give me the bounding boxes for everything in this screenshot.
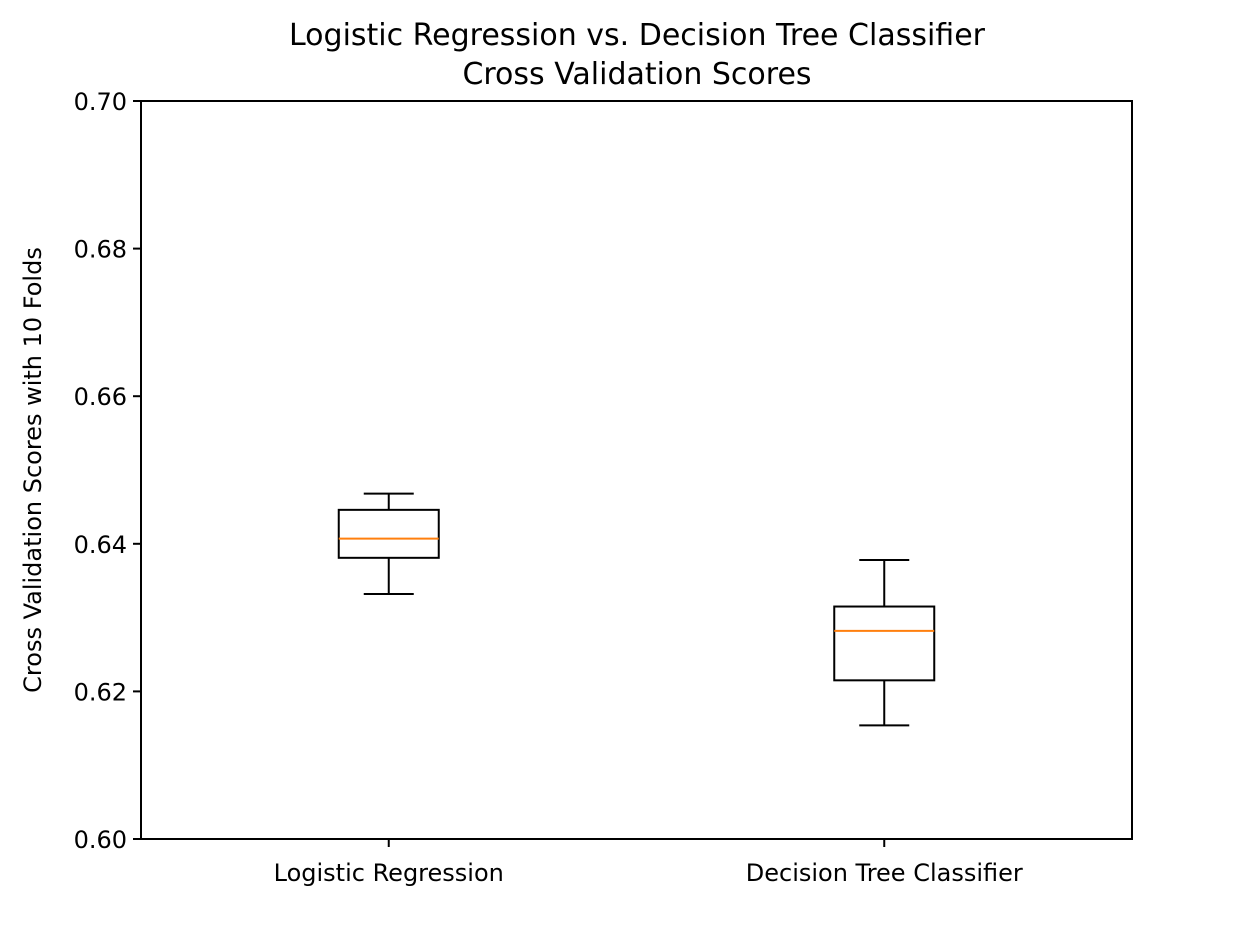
iqr-box — [833, 605, 936, 682]
x-tick-label: Decision Tree Classifier — [746, 859, 1023, 887]
y-tick-label: 0.60 — [74, 826, 127, 854]
iqr-box — [337, 508, 440, 559]
y-tick-label: 0.66 — [74, 383, 127, 411]
chart-title-line: Logistic Regression vs. Decision Tree Cl… — [289, 18, 986, 53]
y-tick-label: 0.68 — [74, 236, 127, 264]
plot-area-frame — [140, 100, 1133, 840]
y-tick-label: 0.62 — [74, 678, 127, 706]
chart-title-line: Cross Validation Scores — [462, 57, 811, 92]
y-axis: 0.60 0.62 0.64 0.66 0.68 0.70 — [74, 88, 141, 854]
chart-title: Logistic Regression vs. Decision Tree Cl… — [289, 18, 986, 92]
x-axis: Logistic Regression Decision Tree Classif… — [274, 839, 1023, 887]
x-tick-label: Logistic Regression — [274, 859, 504, 887]
y-tick-label: 0.64 — [74, 531, 127, 559]
y-tick-label: 0.70 — [74, 88, 127, 116]
box-logistic-regression — [337, 492, 440, 595]
box-series — [337, 492, 936, 727]
box-decision-tree — [833, 559, 936, 727]
y-axis-label: Cross Validation Scores with 10 Folds — [19, 247, 47, 693]
